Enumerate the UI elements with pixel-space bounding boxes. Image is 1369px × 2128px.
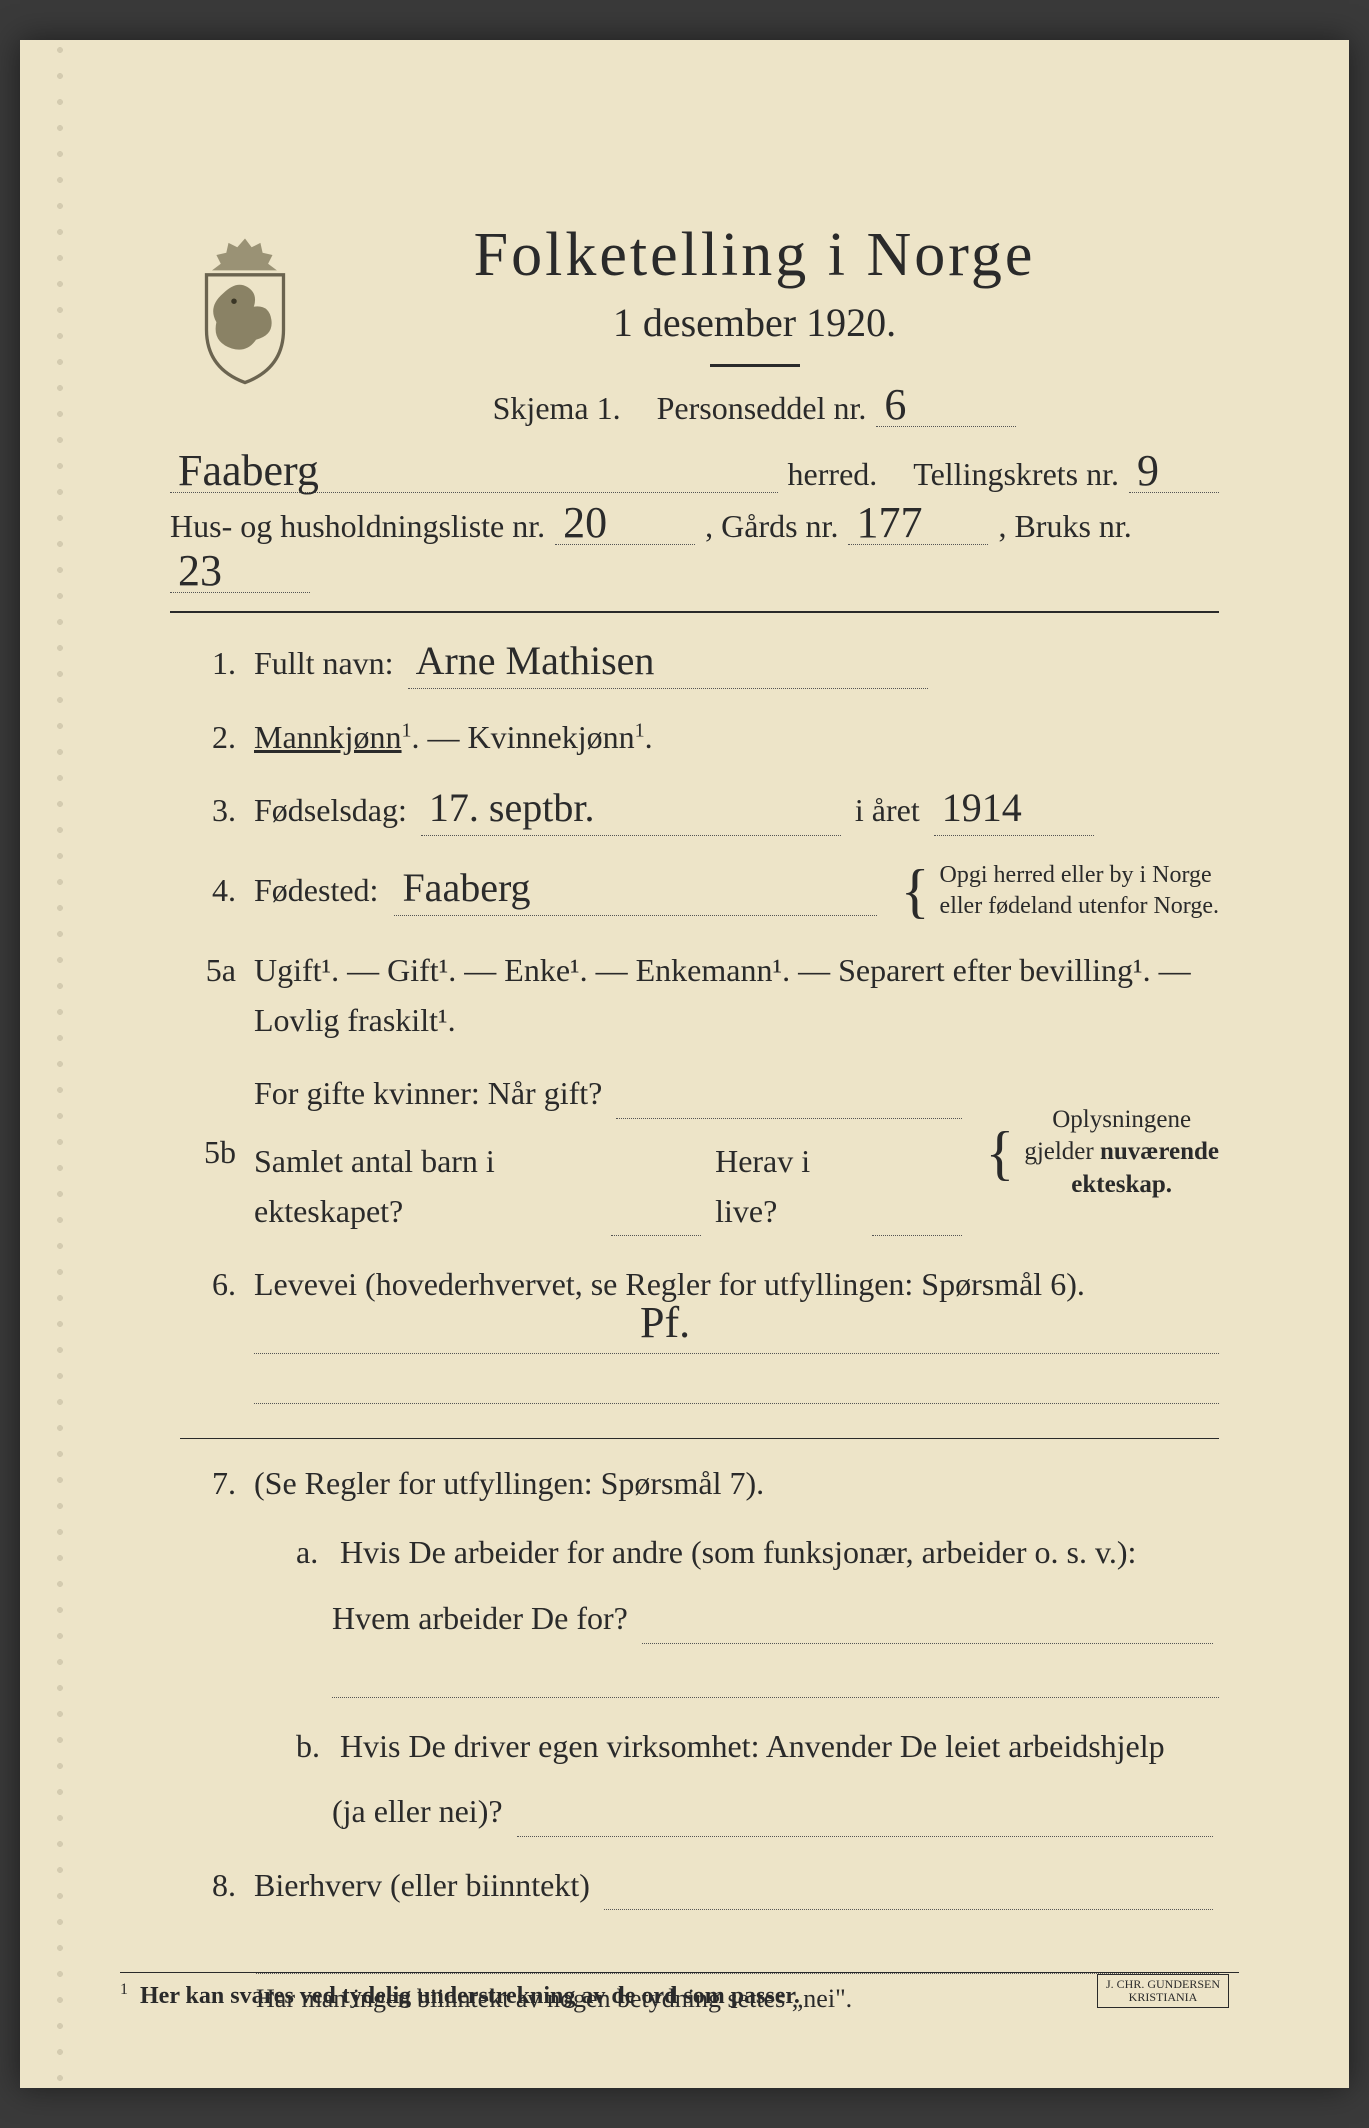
- personseddel-label: Personseddel nr.: [657, 390, 867, 427]
- q1: 1. Fullt navn: Arne Mathisen: [180, 639, 1219, 689]
- q8-field-2: [256, 1934, 1219, 1974]
- q6-label: Levevei (hovederhvervet, se Regler for u…: [254, 1260, 1219, 1310]
- form-title: Folketelling i Norge: [290, 220, 1219, 291]
- q6-field-1: Pf.: [254, 1314, 1219, 1354]
- skjema-row: Skjema 1. Personseddel nr. 6: [290, 389, 1219, 427]
- q7b-field: [517, 1803, 1213, 1837]
- q4: 4. Fødested: Faaberg { Opgi herred eller…: [180, 860, 1219, 922]
- q1-label: Fullt navn:: [254, 645, 394, 681]
- footnote-text: Her kan svares ved tydelig understreknin…: [140, 1983, 800, 2009]
- divider-short: [710, 364, 800, 367]
- brace-icon: {: [901, 873, 930, 909]
- q5b-live-field: [872, 1202, 962, 1236]
- q7-label: (Se Regler for utfyllingen: Spørsmål 7).: [254, 1459, 1219, 1509]
- census-form-page: Folketelling i Norge 1 desember 1920. Sk…: [20, 40, 1349, 2088]
- q5a-options: Ugift¹. — Gift¹. — Enke¹. — Enkemann¹. —…: [254, 946, 1219, 1045]
- personseddel-field: 6: [876, 389, 1016, 427]
- bruks-label: , Bruks nr.: [998, 508, 1131, 545]
- herred-row: Faaberg herred. Tellingskrets nr. 9: [170, 455, 1219, 493]
- q7a: a. Hvis De arbeider for andre (som funks…: [254, 1528, 1219, 1697]
- q5b-gift-field: [616, 1085, 961, 1119]
- hus-label: Hus- og husholdningsliste nr.: [170, 508, 545, 545]
- gards-field: 177: [848, 507, 988, 545]
- hus-row: Hus- og husholdningsliste nr. 20 , Gårds…: [170, 507, 1219, 593]
- q3-day-value: 17. septbr.: [429, 777, 595, 839]
- q4-sidenote: { Opgi herred eller by i Norge eller fød…: [901, 860, 1219, 922]
- skjema-label: Skjema 1.: [493, 390, 621, 427]
- tellingskrets-field: 9: [1129, 455, 1219, 493]
- q8: 8. Bierhverv (eller biinntekt): [180, 1861, 1219, 1911]
- gards-label: , Gårds nr.: [705, 508, 838, 545]
- q3-label: Fødselsdag:: [254, 792, 407, 828]
- q6-value: Pf.: [640, 1289, 690, 1357]
- q5b-num: 5b: [180, 1128, 236, 1178]
- q3-num: 3.: [180, 786, 236, 836]
- q8-field: [604, 1876, 1213, 1910]
- q2: 2. Mannkjønn1. — Kvinnekjønn1.: [180, 713, 1219, 763]
- q8-label: Bierhverv (eller biinntekt): [254, 1861, 590, 1911]
- q2-mann: Mannkjønn: [254, 719, 402, 755]
- q1-num: 1.: [180, 639, 236, 689]
- q1-value: Arne Mathisen: [416, 630, 655, 692]
- q6-num: 6.: [180, 1260, 236, 1310]
- divider-main: [170, 611, 1219, 613]
- q4-value: Faaberg: [402, 857, 530, 919]
- hus-field: 20: [555, 507, 695, 545]
- q4-label: Fødested:: [254, 866, 378, 916]
- tellingskrets-value: 9: [1137, 445, 1159, 496]
- footnote: 1 Her kan svares ved tydelig understrekn…: [120, 1972, 1239, 2010]
- q1-field: Arne Mathisen: [408, 655, 928, 689]
- q8-num: 8.: [180, 1861, 236, 1911]
- q7a-field: [642, 1610, 1213, 1644]
- question-list: 1. Fullt navn: Arne Mathisen 2. Mannkjøn…: [170, 639, 1219, 2014]
- q4-field: Faaberg: [394, 882, 876, 916]
- q2-kvinne: Kvinnekjønn: [468, 719, 635, 755]
- q3-year-value: 1914: [942, 777, 1022, 839]
- personseddel-value: 6: [884, 379, 906, 430]
- brace-icon: {: [986, 1135, 1015, 1171]
- q3: 3. Fødselsdag: 17. septbr. i året 1914: [180, 786, 1219, 836]
- form-header: Folketelling i Norge 1 desember 1920. Sk…: [290, 220, 1219, 427]
- bruks-value: 23: [178, 545, 222, 596]
- q5b: 5b For gifte kvinner: Når gift? Samlet a…: [180, 1069, 1219, 1236]
- q2-num: 2.: [180, 713, 236, 763]
- q5b-sidenote: { Oplysningene gjelder nuværende ekteska…: [986, 1104, 1220, 1202]
- q5a: 5a Ugift¹. — Gift¹. — Enke¹. — Enkemann¹…: [180, 946, 1219, 1045]
- q4-num: 4.: [180, 866, 236, 916]
- q5a-num: 5a: [180, 946, 236, 996]
- q6: 6. Levevei (hovederhvervet, se Regler fo…: [180, 1260, 1219, 1414]
- herred-field: Faaberg: [170, 455, 778, 493]
- printer-mark: J. CHR. GUNDERSEN KRISTIANIA: [1097, 1974, 1229, 2008]
- q3-year-label: i året: [855, 792, 920, 828]
- hus-value: 20: [563, 497, 607, 548]
- divider-q6: [180, 1438, 1219, 1439]
- coat-of-arms: [190, 230, 300, 390]
- q7b: b. Hvis De driver egen virksomhet: Anven…: [254, 1722, 1219, 1837]
- form-date: 1 desember 1920.: [290, 299, 1219, 346]
- q7a-field-2: [332, 1658, 1219, 1698]
- q5b-antal-field: [611, 1202, 701, 1236]
- bruks-field: 23: [170, 555, 310, 593]
- q6-field-2: [254, 1364, 1219, 1404]
- q3-year-field: 1914: [934, 802, 1094, 836]
- q7: 7. (Se Regler for utfyllingen: Spørsmål …: [180, 1459, 1219, 1837]
- perforation-edge: [50, 40, 70, 2088]
- q3-day-field: 17. septbr.: [421, 802, 841, 836]
- tellingskrets-label: Tellingskrets nr.: [913, 456, 1119, 493]
- herred-value: Faaberg: [178, 445, 319, 496]
- gards-value: 177: [856, 497, 922, 548]
- q7-num: 7.: [180, 1459, 236, 1509]
- herred-label: herred.: [788, 456, 878, 493]
